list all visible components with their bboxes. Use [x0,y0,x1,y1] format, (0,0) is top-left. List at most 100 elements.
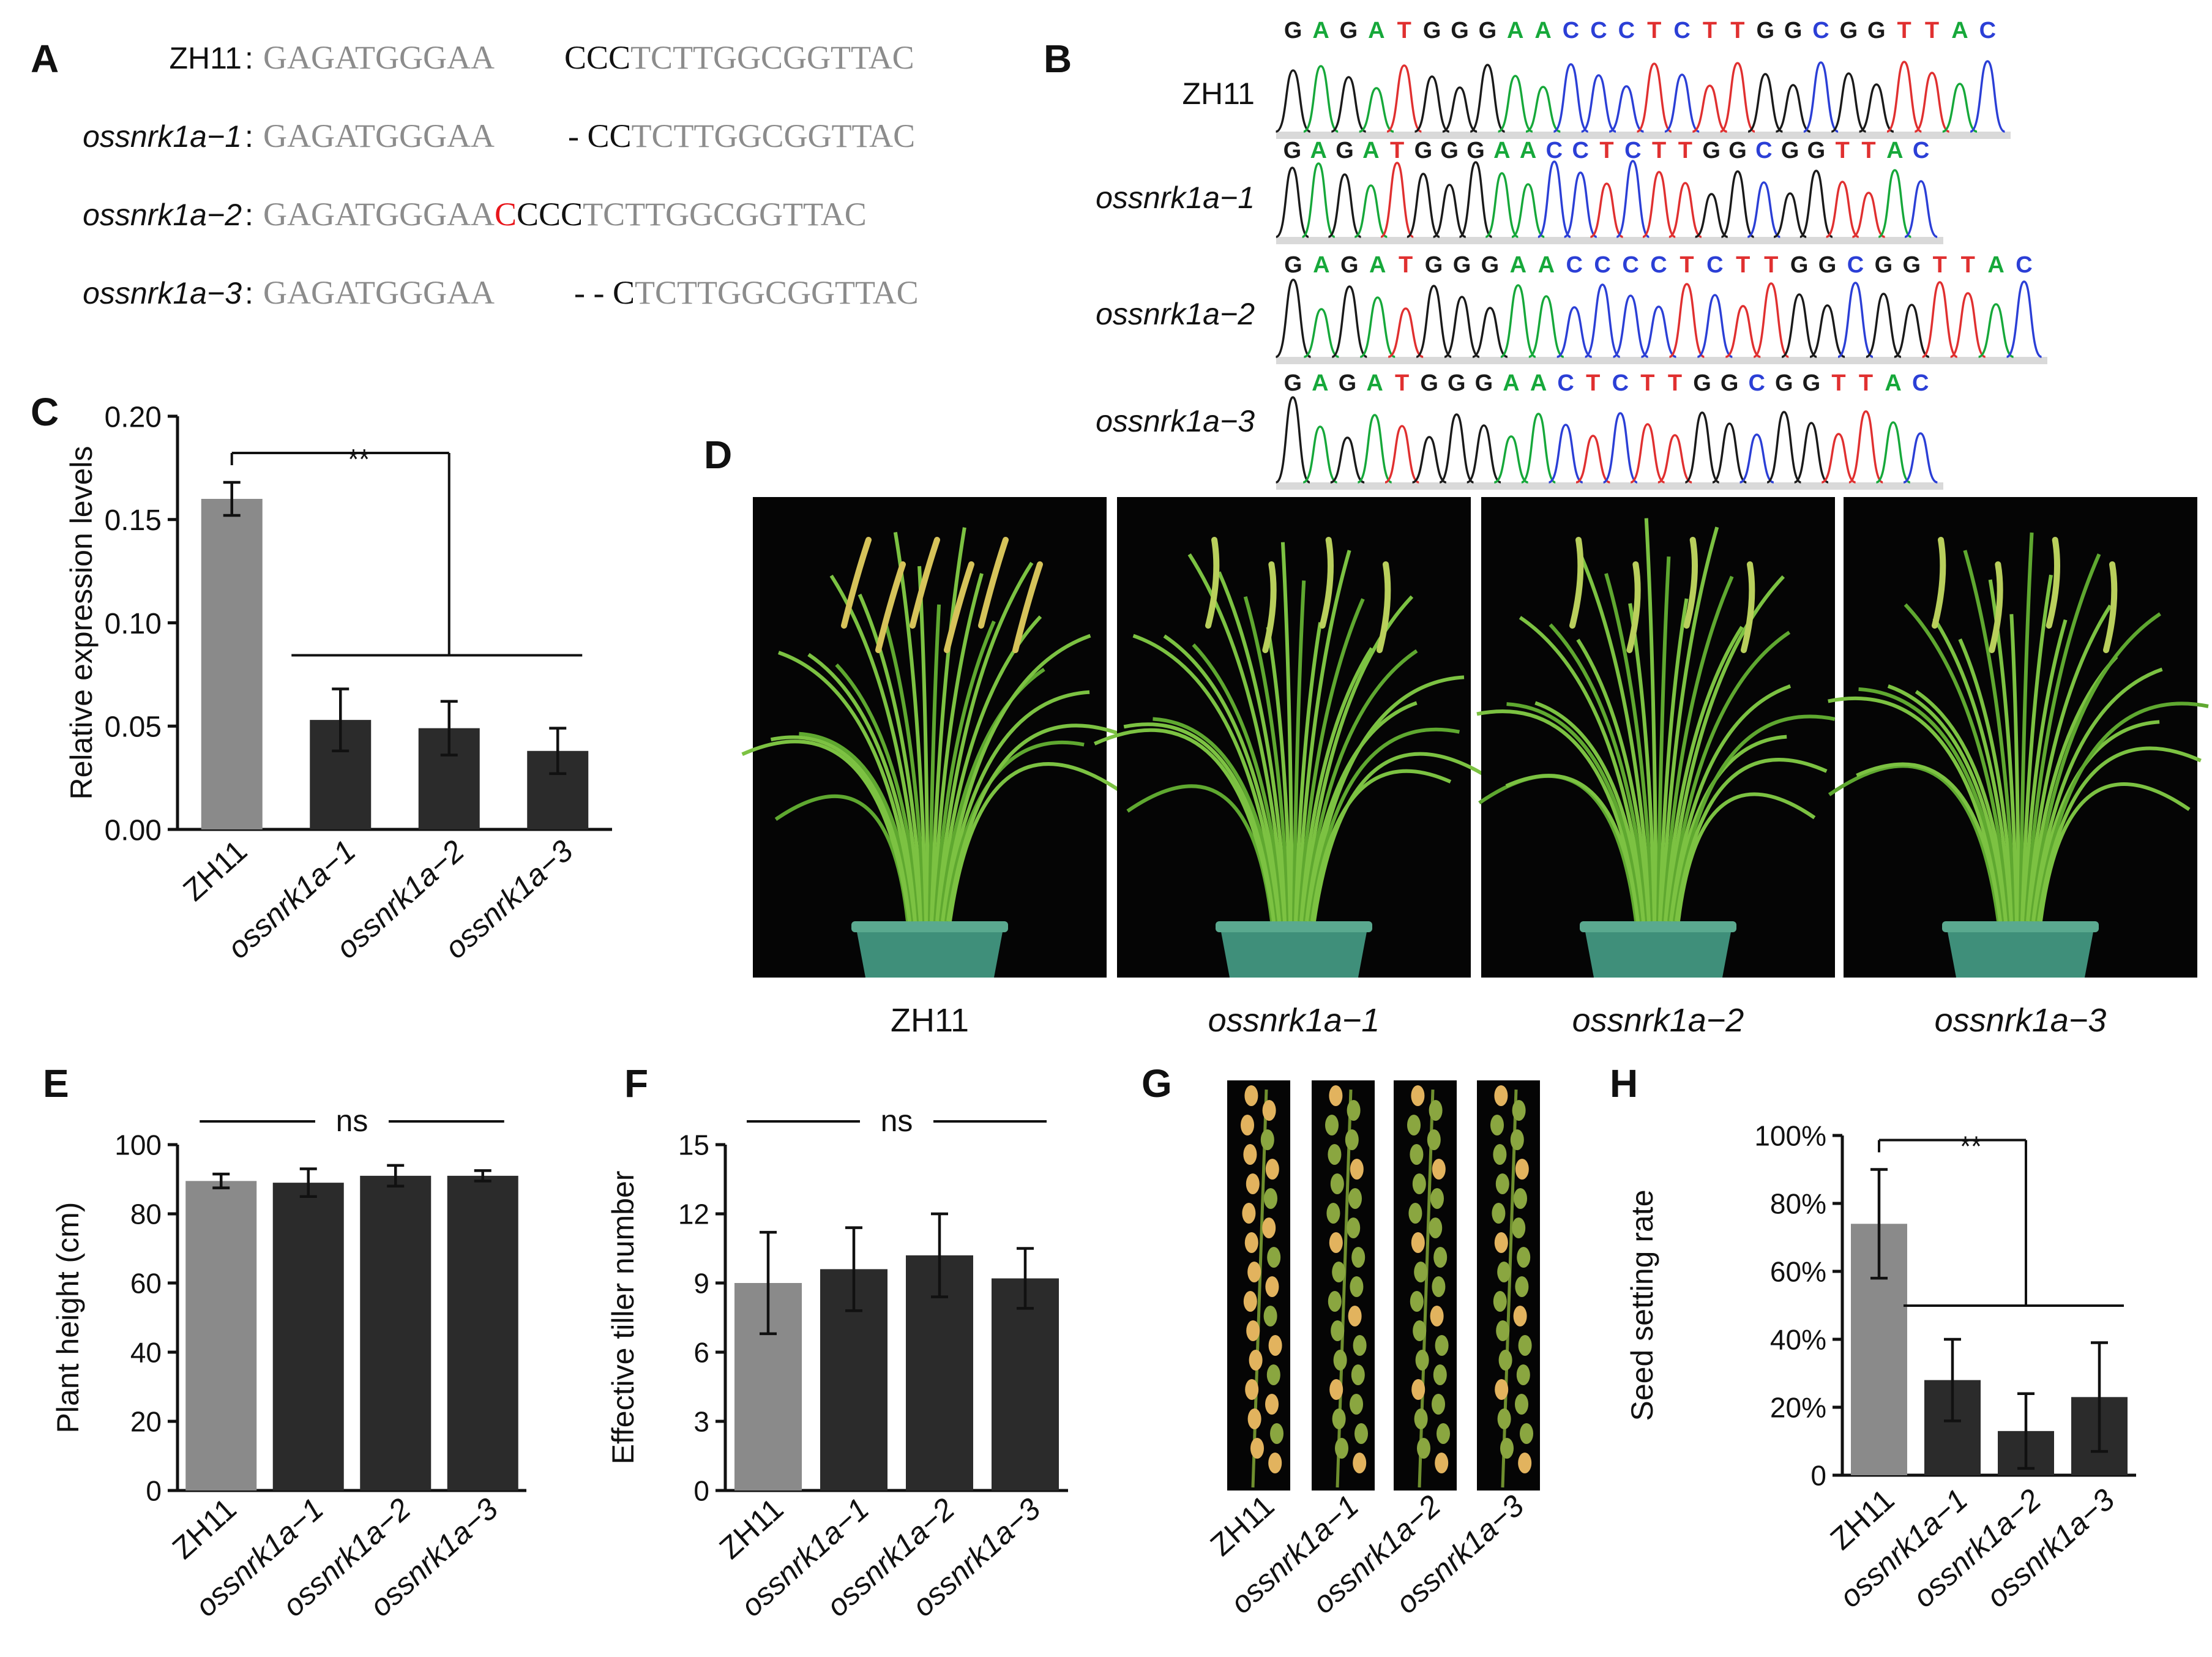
grain [1246,1173,1260,1194]
significance-label: ** [1960,1131,1982,1162]
panicle [1989,561,2003,653]
leaf [1932,617,2013,922]
trace-peak [1747,73,1784,133]
leaf [1549,623,1649,922]
sequence-right: TCTTGGCGGTTAC [632,118,916,154]
y-tick-label: 9 [693,1268,709,1300]
base-call: T [1961,252,1975,278]
trace-peak [1739,433,1774,484]
trace-peak [1386,64,1422,133]
sequence-left: GAGATGGGAA [263,196,495,233]
grain [1512,1218,1526,1238]
y-tick-label: 0.20 [105,401,162,433]
y-tick-label: 60 [130,1268,162,1300]
trace-label: ZH11 [1182,77,1255,111]
grain [1412,1173,1426,1194]
base-call: G [1339,370,1357,396]
base-call: G [1721,370,1739,396]
trace-peak [1556,306,1593,358]
leaf [2039,782,2191,922]
photo-caption: ossnrk1a−1 [1208,1002,1380,1039]
leaf [1298,598,1365,922]
sequence-right: TCTTGGCGGTTAC [635,274,919,311]
y-tick-label: 100 [114,1129,162,1161]
base-call: G [1336,138,1354,163]
trace-peak [1775,84,1811,133]
panicle [978,537,1009,629]
grain [1331,1320,1345,1341]
trace-peak [1511,183,1545,238]
leaf [1217,571,1288,922]
panel-letter-d: D [704,433,732,477]
base-call: T [1736,252,1750,278]
plant-photo [1476,497,1836,978]
trace-peak [1303,308,1339,358]
base-call: C [1748,370,1765,396]
plant-photo [1828,497,2209,978]
base-call: C [1566,252,1582,278]
trace-peak [1837,282,1874,358]
base-call: G [1475,370,1493,396]
panicle-photo [1312,1080,1375,1491]
y-tick-label: 0.15 [105,504,162,537]
trace-peak [1640,305,1677,358]
grain [1335,1438,1348,1459]
base-call: C [1913,138,1929,163]
trace-peak [1942,83,1978,133]
panicle [1741,561,1755,653]
leaf [2009,614,2020,922]
trace-peak [1359,87,1394,133]
trace-peak [1747,181,1781,238]
grain [1347,1100,1361,1121]
leaf [2037,746,2202,922]
y-tick-label: 0.10 [105,608,162,640]
trace-peak [1548,424,1583,484]
trace-peak [1866,293,1902,358]
base-call: A [1507,18,1523,43]
grain [1244,1232,1258,1253]
trace-peak [1612,294,1649,358]
panel-letter-f: F [624,1061,648,1105]
grain [1493,1291,1507,1312]
base-call: A [1530,370,1547,396]
trace-peak [1922,281,1958,358]
trace-peak [1485,172,1519,238]
grain [1332,1408,1346,1429]
leaf [1280,542,1294,922]
y-tick-label: 0 [693,1475,709,1507]
trace-peak [1467,424,1501,484]
base-call: A [1369,252,1386,278]
base-call: A [1313,252,1329,278]
panicle [1319,537,1334,629]
trace-peak [1949,292,1986,358]
grain [1515,1159,1529,1180]
panel-h-seed-setting-chart: 020%40%60%80%100%Seed setting rateZH11os… [1625,1120,2136,1614]
trace-peak [1851,192,1886,238]
x-tick-label: ZH11 [166,1492,243,1566]
leaf [741,739,911,922]
trace-peak [1538,160,1571,238]
y-tick-label: 60% [1770,1256,1826,1288]
base-call: C [1812,18,1829,43]
grain [1517,1247,1531,1268]
trace-peak [1753,282,1789,358]
trace-peak [1903,432,1938,484]
alignment-sequence: GAGATGGGAA - - CTCTTGGCGGTTAC [263,274,919,311]
leaf [1301,595,1414,922]
grain [1266,1364,1280,1385]
base-call: C [1590,18,1607,43]
base-call: G [1284,252,1302,278]
sequence-left: GAGATGGGAA [263,118,495,154]
bar [360,1175,432,1491]
y-tick-label: 20 [130,1406,162,1438]
trace-peak [1407,173,1440,238]
significance-label: ** [348,443,370,475]
alignment-separator: : [245,276,253,310]
trace-peak [1725,305,1761,358]
grain [1345,1129,1359,1150]
base-call: G [1781,138,1799,163]
grain [1515,1394,1528,1415]
grain [1250,1438,1264,1459]
photo-caption: ZH11 [1204,1489,1281,1563]
